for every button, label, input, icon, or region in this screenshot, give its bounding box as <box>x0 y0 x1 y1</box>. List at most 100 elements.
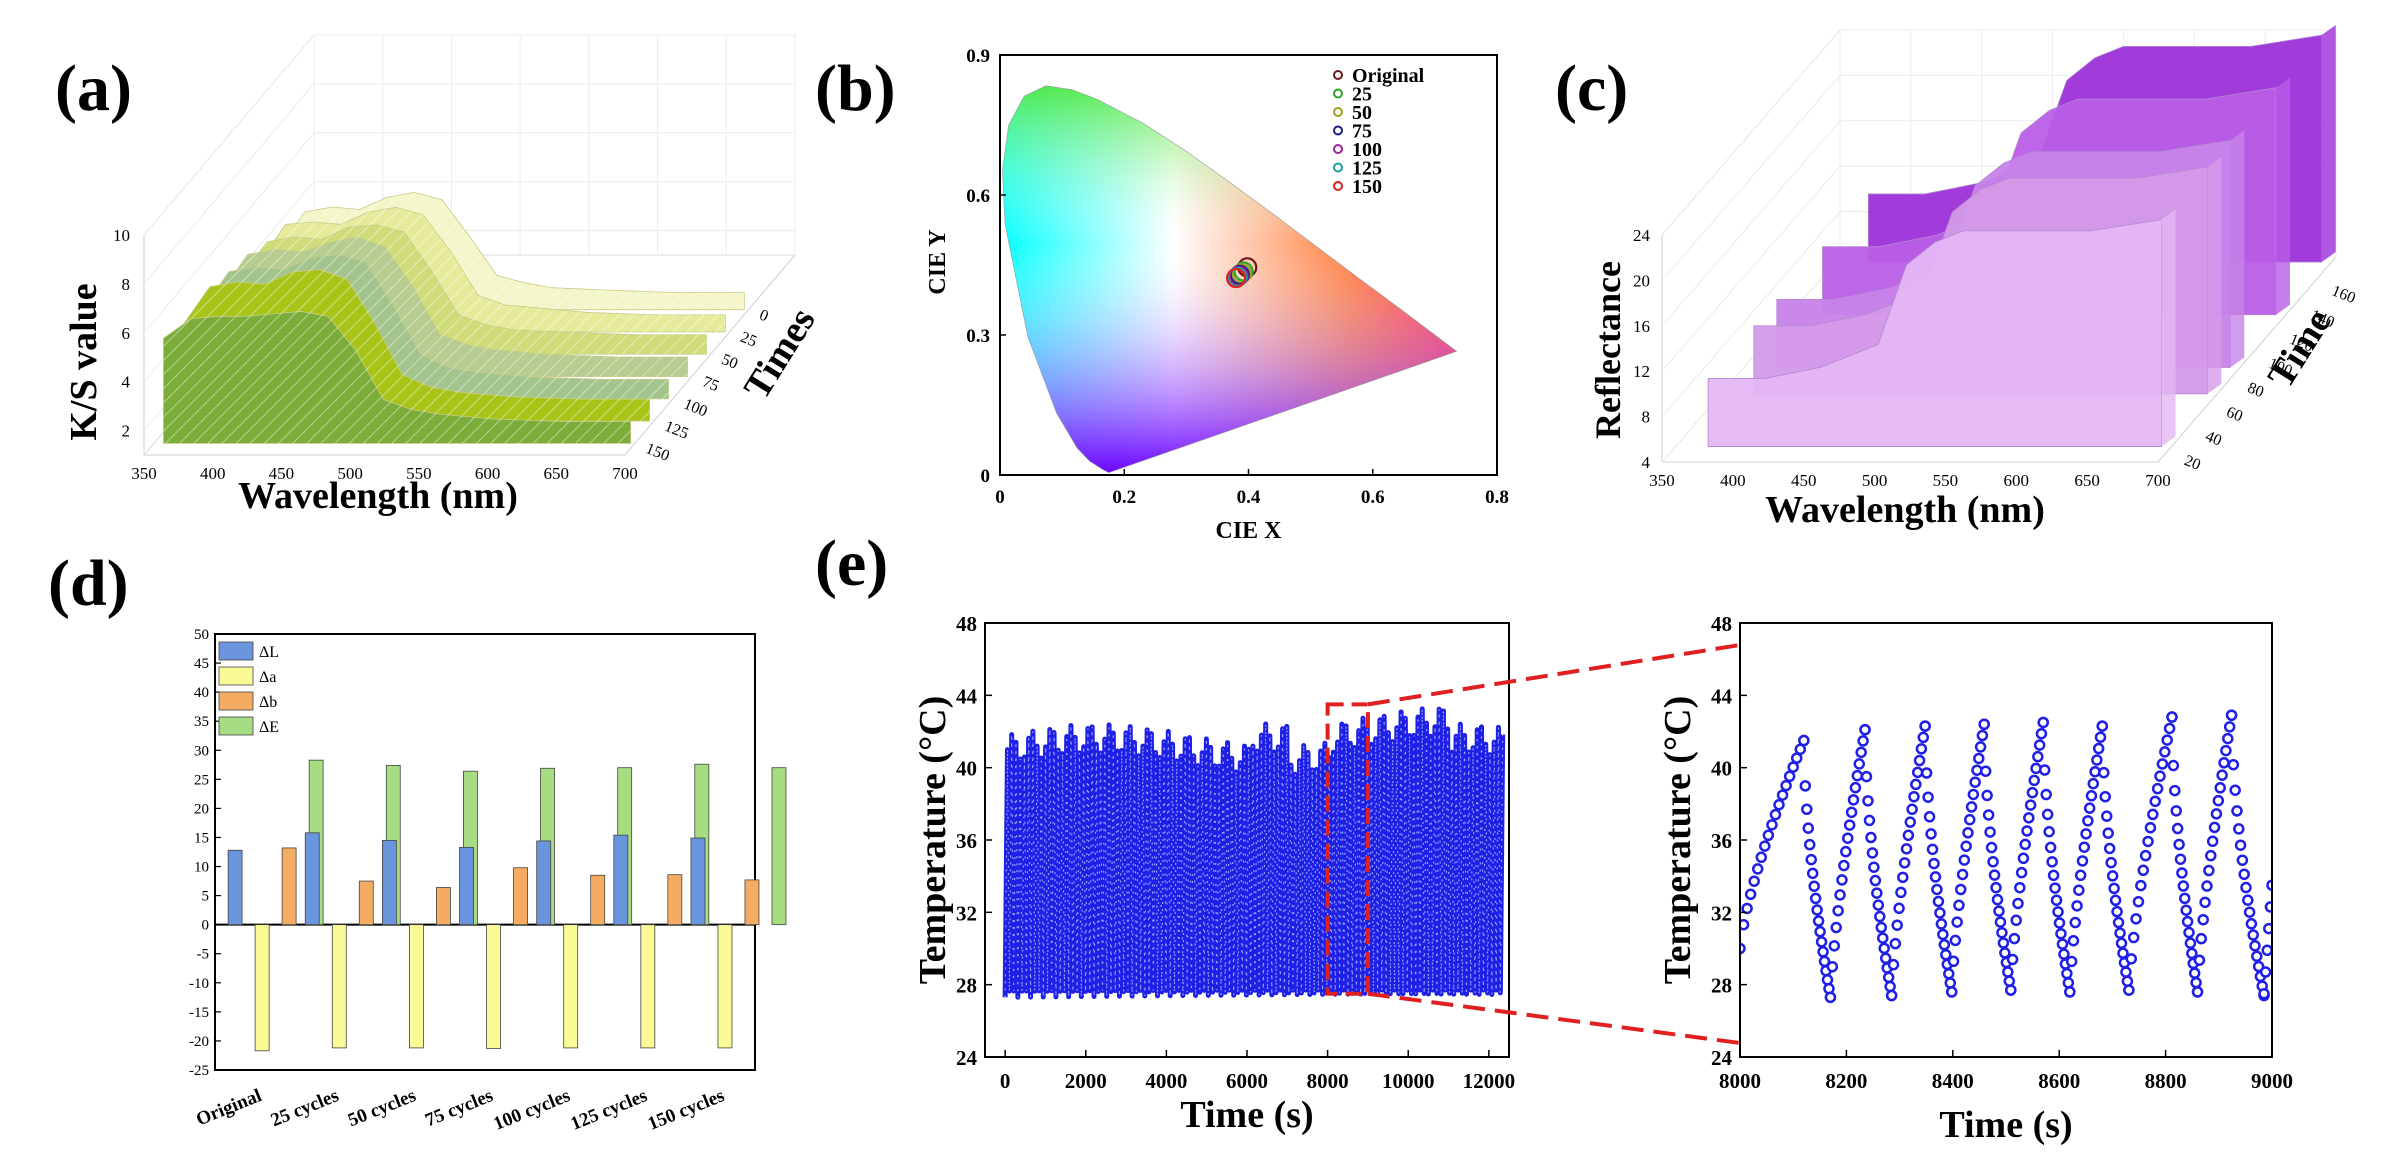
z-tick-label: 160 <box>2329 282 2358 307</box>
data-point <box>1766 819 1778 831</box>
y-tick-label: 28 <box>1711 974 1732 998</box>
data-point <box>2082 815 2094 827</box>
data-point <box>1769 808 1782 821</box>
data-point <box>2223 721 2236 733</box>
data-point <box>2080 828 2092 840</box>
data-point <box>2112 916 2125 929</box>
data-point <box>1925 828 1937 840</box>
legend-swatch-Δb <box>218 691 254 711</box>
x-tick-label: 2000 <box>1065 1069 1107 1093</box>
y-tick-label: 0 <box>981 466 991 487</box>
zoom-connector <box>1367 991 1741 1045</box>
legend-label: 50 <box>1352 102 1372 124</box>
y-tick-label: 20 <box>1633 271 1650 290</box>
x-tick-label: 12000 <box>1463 1069 1516 1093</box>
data-point <box>1993 905 2005 917</box>
x-tick-label: 0 <box>995 487 1005 508</box>
y-tick-label: 0 <box>202 918 210 934</box>
data-point <box>1969 776 1981 788</box>
data-point <box>2149 795 2161 808</box>
side-grid-line <box>143 83 315 285</box>
y-tick-label: 8 <box>1642 408 1651 427</box>
data-point <box>2147 808 2159 821</box>
z-tick-label: 60 <box>2224 404 2245 426</box>
data-point <box>1821 974 1834 986</box>
bar-Δa-1 <box>331 924 347 1049</box>
data-point <box>2151 782 2164 795</box>
data-point <box>2263 922 2272 935</box>
data-point <box>2096 720 2109 732</box>
legend-label: 100 <box>1352 139 1382 161</box>
data-point <box>1908 790 1920 803</box>
data-point <box>1834 889 1846 901</box>
y-tick-label: 40 <box>956 757 977 781</box>
data-point <box>2033 739 2046 751</box>
panel-e-chart: 0 2000 4000 6000 8000 10000 12000 24 28 32 36 40 44 4… <box>912 612 2293 1146</box>
y-tick-label: 8 <box>122 275 131 294</box>
y-axis-title: CIE Y <box>925 229 951 294</box>
data-point <box>1982 809 1995 821</box>
data-point <box>2242 894 2254 906</box>
data-point <box>2174 853 2187 865</box>
y-axis-title: Temperature (°C) <box>1657 696 1699 985</box>
x-tick-label: 600 <box>475 464 501 483</box>
data-point <box>2179 892 2191 905</box>
legend-marker-125 <box>1333 162 1343 173</box>
data-point <box>1787 761 1799 773</box>
data-point <box>1847 794 1860 806</box>
x-tick-label: 10000 <box>1382 1069 1435 1093</box>
legend-label: Original <box>1352 65 1425 87</box>
data-point <box>2035 727 2048 740</box>
side-grid-line <box>1661 120 1841 327</box>
data-point <box>2099 790 2111 803</box>
data-point <box>2210 808 2223 820</box>
data-point <box>1910 778 1922 791</box>
data-point <box>2006 953 2019 966</box>
data-point <box>1814 925 1826 938</box>
data-point <box>1773 799 1785 811</box>
y-tick-label: 36 <box>1711 829 1732 853</box>
data-point <box>1843 819 1856 831</box>
legend-label: Δb <box>259 694 277 711</box>
x-tick-label: 500 <box>1862 471 1888 490</box>
data-point <box>1780 779 1792 792</box>
bar-Δa-4 <box>563 924 579 1049</box>
data-point <box>1891 919 1903 931</box>
data-point <box>2190 976 2202 989</box>
y-tick-label: 50 <box>194 627 209 643</box>
x-tick-label: 150 cycles <box>645 1085 728 1135</box>
data-point <box>2205 849 2217 862</box>
y-tick-label: 32 <box>1711 901 1732 925</box>
bar-ΔL-0 <box>227 849 243 926</box>
y-tick-label: 4 <box>122 373 131 392</box>
z-axis-title: Times <box>736 301 824 407</box>
x-tick-label: 8400 <box>1932 1069 1974 1093</box>
data-point <box>2041 808 2054 821</box>
data-point <box>1809 892 1822 905</box>
data-point <box>1967 788 1980 801</box>
area-side-80 <box>2230 130 2245 368</box>
data-point <box>2166 711 2178 723</box>
data-point <box>1943 968 1955 980</box>
data-point <box>2010 914 2022 927</box>
z-tick-label: 40 <box>2203 428 2224 450</box>
x-tick-label: 350 <box>131 464 157 483</box>
data-point <box>1868 861 1880 873</box>
bar-Δb-5 <box>667 874 683 926</box>
data-point <box>1815 936 1828 948</box>
data-point <box>2023 812 2035 824</box>
data-point <box>2046 856 2058 868</box>
y-tick-label: 2 <box>122 422 131 441</box>
data-point <box>2114 927 2126 939</box>
data-point <box>1974 741 1987 753</box>
x-tick-label: 6000 <box>1226 1069 1268 1093</box>
data-point <box>2238 868 2250 881</box>
bar-Δa-2 <box>408 924 424 1049</box>
panel-letter-a: (a) <box>55 52 132 125</box>
y-axis-title: Temperature (°C) <box>912 696 954 985</box>
data-point <box>1874 910 1886 923</box>
x-tick-label: 450 <box>269 464 295 483</box>
data-point <box>1887 958 1900 971</box>
data-point <box>2243 906 2256 918</box>
data-point <box>2069 916 2081 929</box>
